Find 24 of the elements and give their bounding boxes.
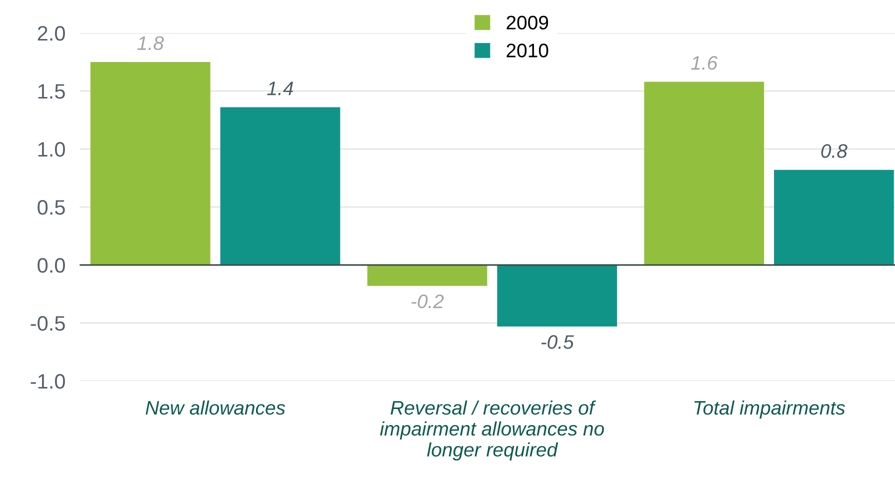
data-label: 1.4: [267, 82, 294, 96]
y-tick-label: -1.0: [30, 374, 65, 389]
x-tick-label: New allowances: [146, 400, 286, 415]
data-label: -0.5: [541, 335, 574, 349]
y-tick-label: 1.0: [38, 142, 65, 157]
bar: [497, 265, 618, 326]
data-label: -0.2: [411, 294, 444, 308]
y-tick-label: -0.5: [30, 316, 65, 331]
y-tick-label: 0.5: [38, 200, 65, 215]
data-label: 0.8: [821, 144, 848, 158]
legend-label: 2010: [506, 44, 548, 58]
bar: [774, 170, 894, 265]
y-tick-label: 0.0: [38, 258, 65, 273]
bar: [220, 107, 340, 265]
bar: [367, 265, 488, 286]
data-label: 1.8: [137, 36, 164, 50]
x-tick-label: Total impairments: [694, 400, 846, 419]
bar: [644, 82, 764, 265]
y-tick-label: 2.0: [38, 26, 65, 41]
y-tick-label: 1.5: [38, 84, 65, 99]
x-tick-label: Reversal / recoveries of impairment allowances no longer required: [380, 400, 604, 460]
bar: [90, 62, 210, 265]
data-label: 1.6: [691, 56, 718, 70]
legend-label: 2009: [506, 16, 548, 30]
